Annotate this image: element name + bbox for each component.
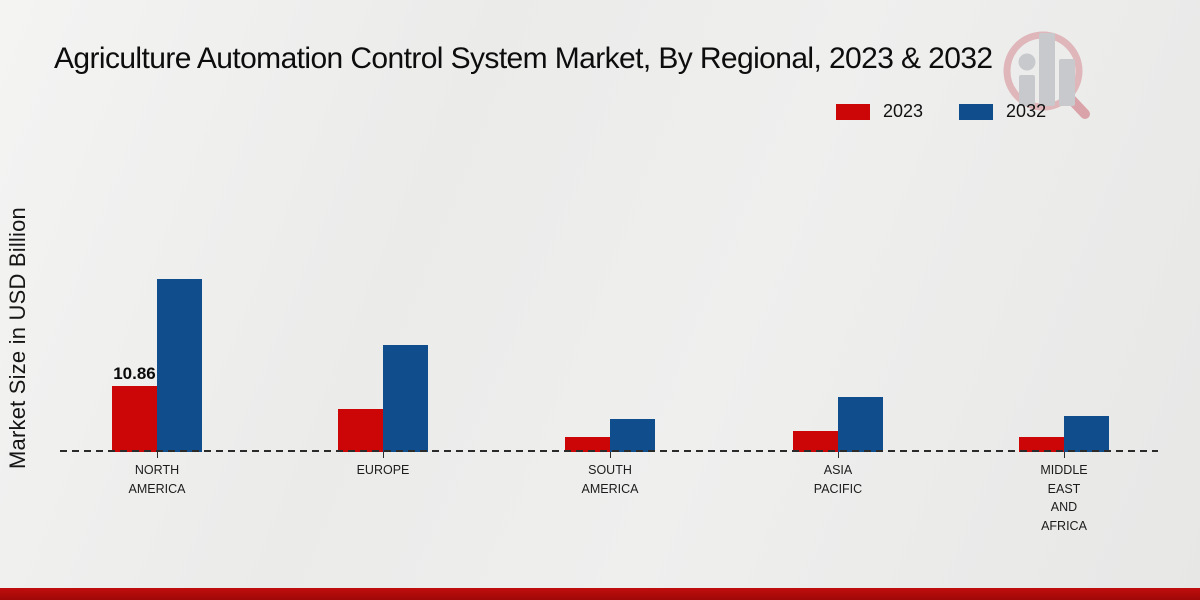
bottom-red-strip [0,588,1200,600]
category-label-middle-east-and-africa: MIDDLE EAST AND AFRICA [1040,463,1088,533]
x-axis-baseline [60,450,1158,452]
y-axis-label: Market Size in USD Billion [5,207,30,469]
x-axis-tick [383,452,384,458]
bar-2023-north-america [112,386,157,452]
bar-2023-middle-east-and-africa [1019,437,1064,452]
bar-chart-magnifier-logo-icon [1003,31,1090,119]
x-axis-tick [838,452,839,458]
legend-label-2023: 2023 [883,101,924,121]
x-axis-tick [1064,452,1065,458]
category-label-north-america: NORTH AMERICA [128,463,186,496]
bar-2023-asia-pacific [793,431,838,452]
legend-item-2023: 2023 [836,101,923,122]
category-label-south-america: SOUTH AMERICA [581,463,639,496]
legend-swatch-2023 [836,103,870,120]
category-label-asia-pacific: ASIA PACIFIC [813,463,863,496]
chart-title: Agriculture Automation Control System Ma… [54,42,993,75]
legend-item-2032: 2032 [959,101,1046,122]
x-axis-tick [610,452,611,458]
category-label-europe: EUROPE [356,463,410,477]
bar-2032-asia-pacific [838,397,883,452]
bar-2032-north-america [157,279,202,452]
legend-swatch-2032 [959,103,994,120]
bar-2023-europe [338,409,383,452]
bar-2032-europe [383,345,428,452]
bar-2032-middle-east-and-africa [1064,416,1109,452]
legend-label-2032: 2032 [1006,101,1047,121]
bar-2032-south-america [610,419,655,452]
bar-2023-south-america [565,437,610,452]
legend: 2023 2032 [836,101,1046,122]
x-axis-tick [157,452,158,458]
data-label-2023: 10.86 [113,364,156,383]
